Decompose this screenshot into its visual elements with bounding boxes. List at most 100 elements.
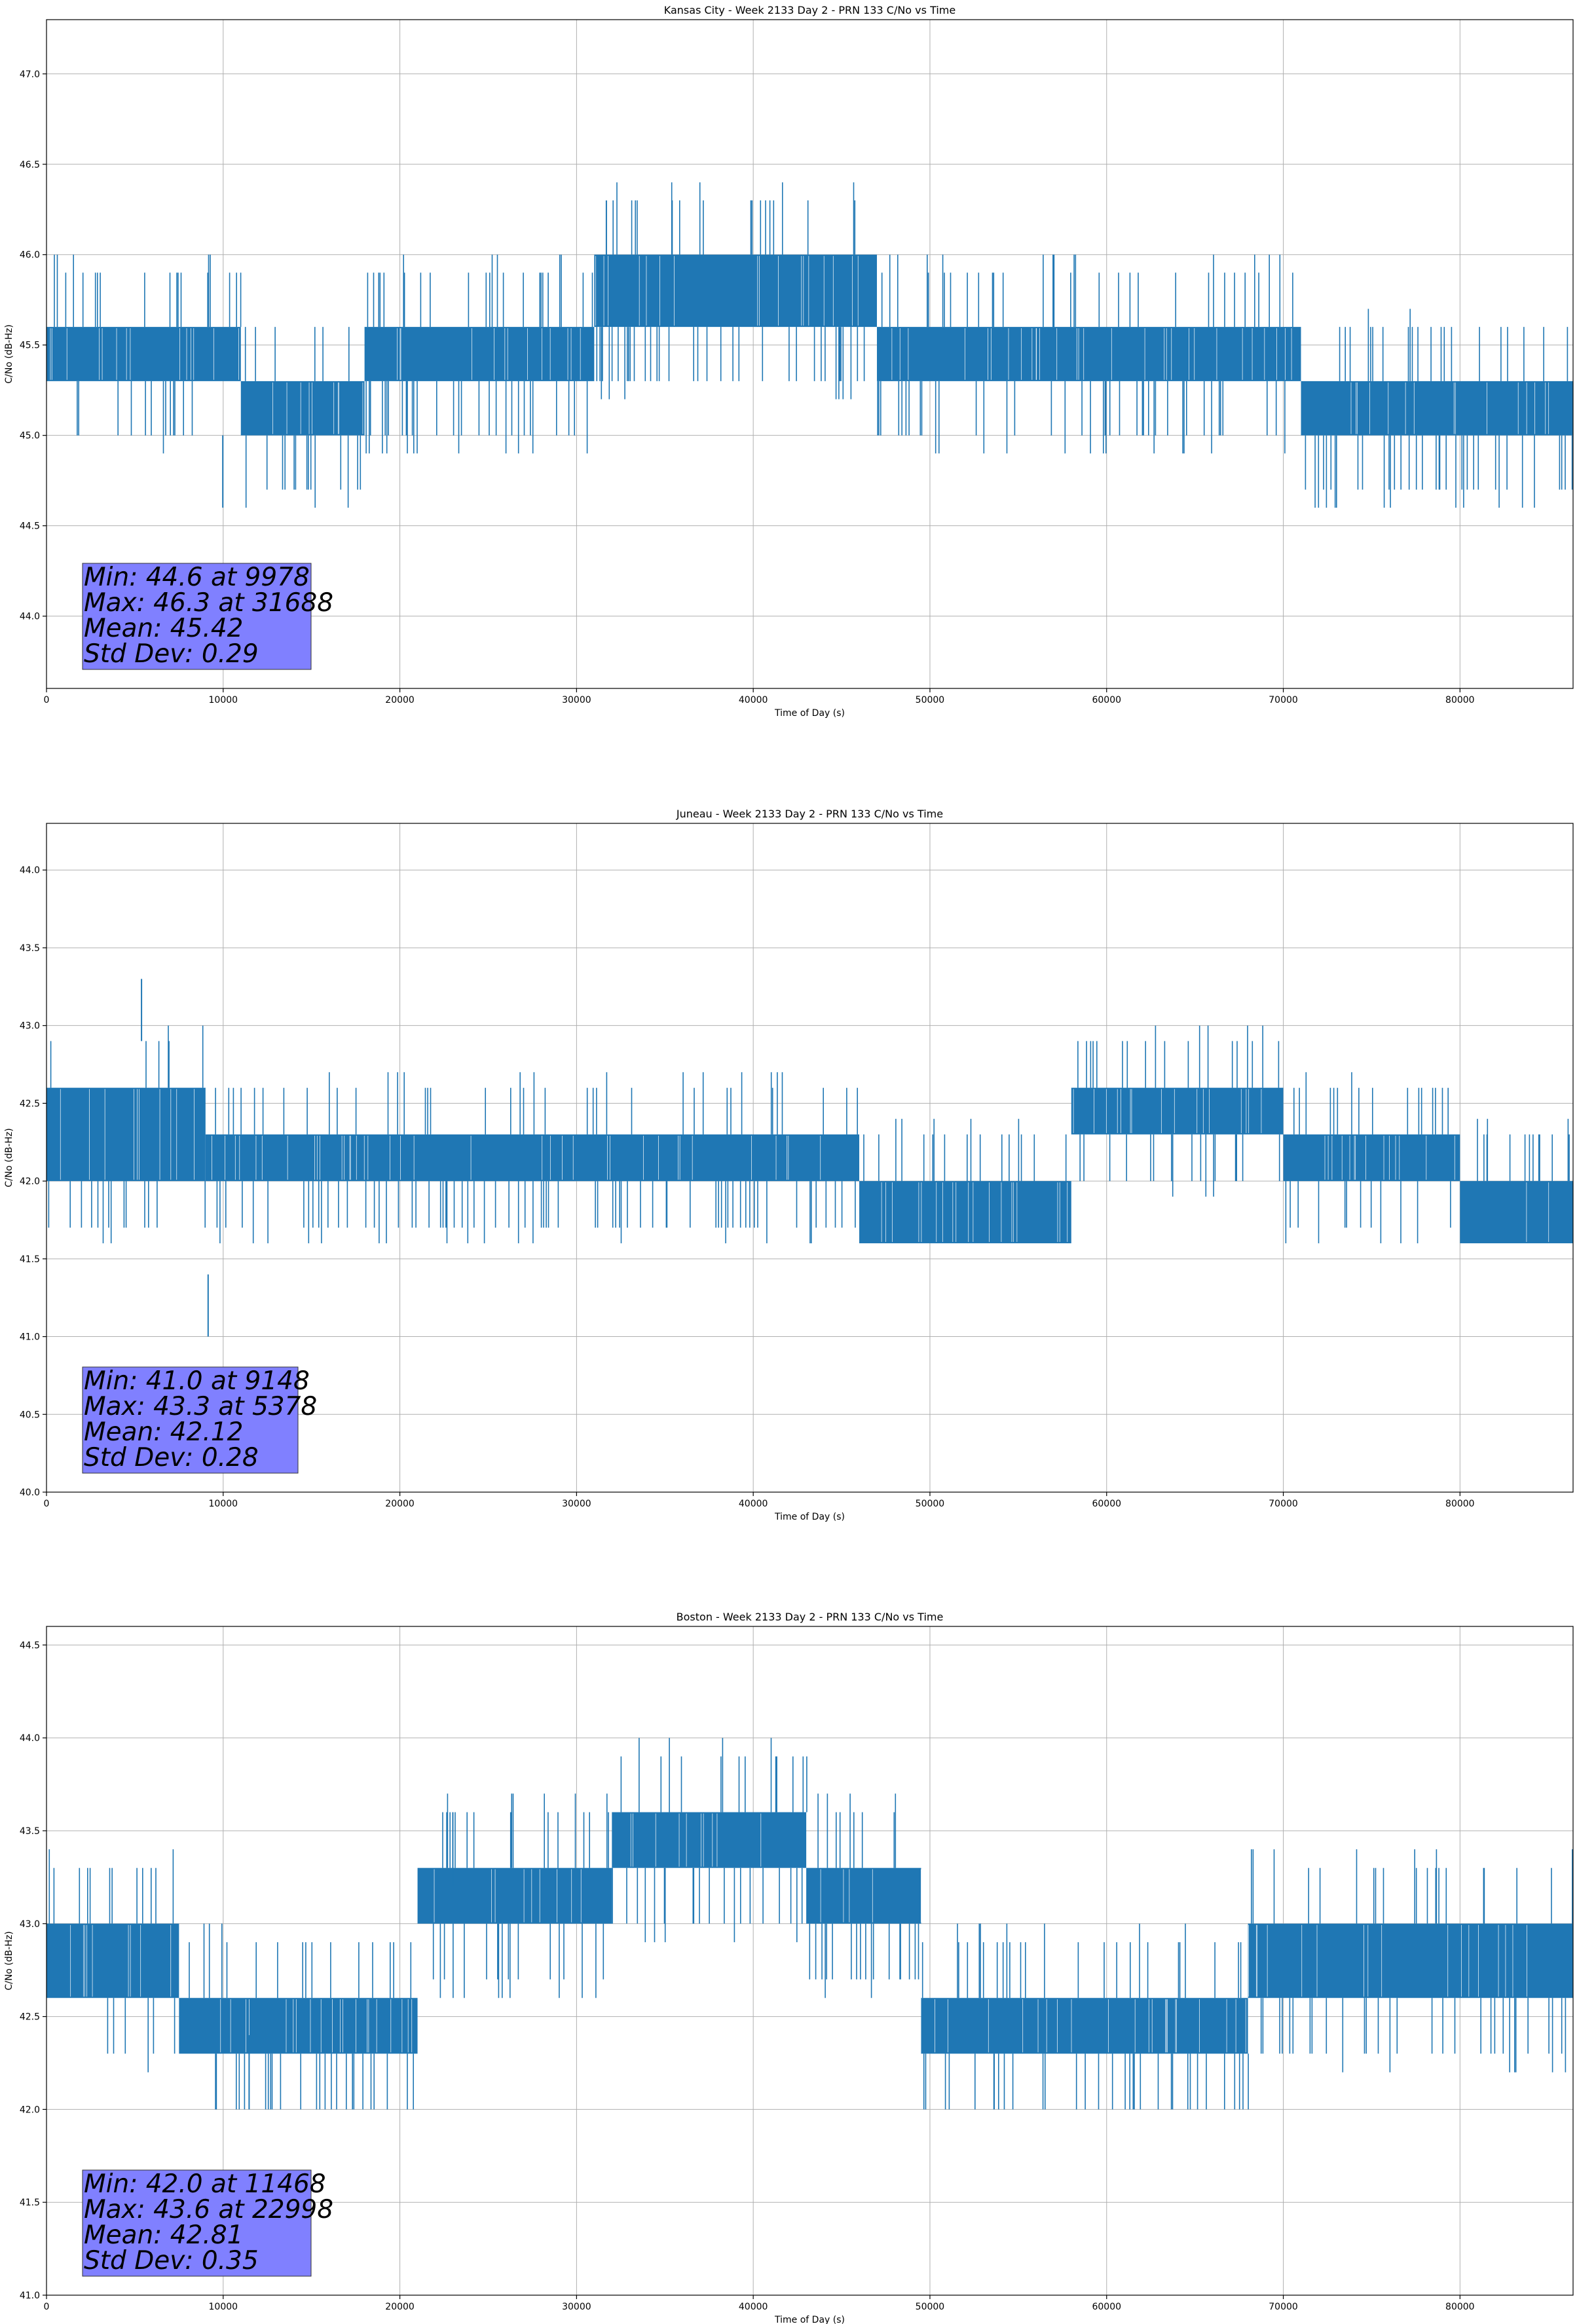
data-band <box>806 1867 921 1924</box>
x-axis-label: Time of Day (s) <box>774 708 845 719</box>
y-axis: 40.0 40.5 41.0 41.5 42.0 42.5 43.0 43.5 44.0 C/No… <box>4 865 46 1498</box>
data-spikes <box>48 1738 1573 2110</box>
y-tick-label: 41.5 <box>20 2198 40 2208</box>
data-band <box>1301 381 1573 436</box>
y-tick-label: 46.0 <box>20 250 40 261</box>
x-tick-label: 60000 <box>1092 2302 1121 2312</box>
y-tick-label: 42.5 <box>20 2012 40 2023</box>
axes-frame <box>46 1626 1574 2296</box>
y-tick-label: 43.5 <box>20 1826 40 1837</box>
x-tick-label: 10000 <box>209 695 238 705</box>
x-tick-label: 40000 <box>739 1499 768 1509</box>
x-tick-label: 0 <box>44 2302 50 2312</box>
x-tick-label: 80000 <box>1445 2302 1475 2312</box>
x-tick-label: 80000 <box>1445 1499 1475 1509</box>
x-tick-label: 20000 <box>385 1499 415 1509</box>
data-band <box>612 1812 807 1868</box>
data-band <box>46 1923 179 1998</box>
data-band <box>417 1867 612 1924</box>
x-axis-label: Time of Day (s) <box>774 1512 845 1522</box>
y-tick-label: 43.0 <box>20 1021 40 1032</box>
stats-line: Mean: 45.42 <box>84 614 243 643</box>
y-tick-label: 44.5 <box>20 1640 40 1651</box>
data-band <box>1071 1087 1284 1134</box>
data-spikes <box>54 182 1573 508</box>
x-axis-label: Time of Day (s) <box>774 2315 845 2324</box>
stats-line: Min: 44.6 at 9978 <box>84 563 310 592</box>
stats-box-background <box>82 1366 299 1474</box>
x-tick-label: 80000 <box>1445 695 1475 705</box>
axes-frame <box>46 823 1574 1493</box>
x-tick-label: 50000 <box>916 695 945 705</box>
x-tick-label: 40000 <box>739 695 768 705</box>
x-tick-label: 70000 <box>1269 1499 1298 1509</box>
data-band <box>1248 1923 1573 1998</box>
y-tick-label: 44.5 <box>20 521 40 532</box>
y-tick-label: 40.0 <box>20 1488 40 1498</box>
stats-box-background <box>82 563 312 670</box>
panel-kansas-city: Kansas City - Week 2133 Day 2 - PRN 133 … <box>4 4 1574 719</box>
data-band <box>364 327 595 381</box>
x-tick-label: 60000 <box>1092 1499 1121 1509</box>
y-tick-label: 43.0 <box>20 1919 40 1930</box>
data-band <box>1460 1181 1573 1244</box>
axes-frame <box>46 19 1574 689</box>
stats-line: Mean: 42.81 <box>84 2221 243 2250</box>
y-axis-label: C/No (dB-Hz) <box>4 1931 14 1990</box>
x-tick-label: 40000 <box>739 2302 768 2312</box>
x-tick-label: 30000 <box>562 1499 591 1509</box>
stats-box-background <box>82 2169 312 2277</box>
x-tick-label: 10000 <box>209 1499 238 1509</box>
y-axis: 44.0 44.5 45.0 45.5 46.0 46.5 47.0 C/No (dB-Hz) <box>4 69 46 622</box>
y-axis-label: C/No (dB-Hz) <box>4 324 14 383</box>
x-axis: 0 10000 20000 30000 40000 50000 60000 70000 8000… <box>44 688 1475 719</box>
x-tick-label: 30000 <box>562 2302 591 2312</box>
data-series <box>46 182 1573 508</box>
x-tick-label: 70000 <box>1269 2302 1298 2312</box>
y-tick-label: 42.0 <box>20 1176 40 1187</box>
y-tick-label: 42.0 <box>20 2105 40 2115</box>
stats-line: Min: 41.0 at 9148 <box>84 1366 310 1396</box>
stats-line: Std Dev: 0.28 <box>84 1443 259 1472</box>
data-band <box>921 1998 1248 2054</box>
panel-juneau: Juneau - Week 2133 Day 2 - PRN 133 C/No … <box>4 808 1574 1522</box>
data-band <box>594 254 878 328</box>
stats-line: Min: 42.0 at 11468 <box>84 2169 326 2199</box>
y-axis: 41.0 41.5 42.0 42.5 43.0 43.5 44.0 44.5 C/No (dB… <box>4 1640 46 2301</box>
data-spikes <box>48 1025 1570 1244</box>
chart-title: Juneau - Week 2133 Day 2 - PRN 133 C/No … <box>676 808 943 820</box>
y-tick-label: 45.0 <box>20 431 40 441</box>
y-axis-label: C/No (dB-Hz) <box>4 1128 14 1187</box>
x-tick-label: 0 <box>44 1499 50 1509</box>
y-tick-label: 46.5 <box>20 160 40 170</box>
stats-line: Std Dev: 0.29 <box>84 639 259 669</box>
data-band <box>859 1181 1071 1244</box>
y-tick-label: 44.0 <box>20 1733 40 1744</box>
data-band <box>205 1134 860 1182</box>
data-band <box>179 1998 418 2054</box>
y-tick-label: 41.0 <box>20 1332 40 1343</box>
chart-title: Kansas City - Week 2133 Day 2 - PRN 133 … <box>664 4 955 16</box>
y-tick-label: 44.0 <box>20 612 40 622</box>
data-band <box>1283 1134 1460 1182</box>
stats-line: Max: 43.3 at 5378 <box>84 1392 317 1421</box>
y-tick-label: 47.0 <box>20 69 40 80</box>
x-tick-label: 0 <box>44 695 50 705</box>
x-tick-label: 50000 <box>916 2302 945 2312</box>
data-band <box>240 381 365 436</box>
y-tick-label: 42.5 <box>20 1098 40 1109</box>
x-tick-label: 10000 <box>209 2302 238 2312</box>
data-band <box>46 327 241 381</box>
chart-title: Boston - Week 2133 Day 2 - PRN 133 C/No … <box>677 1611 944 1623</box>
x-tick-label: 50000 <box>916 1499 945 1509</box>
data-series <box>46 1738 1573 2110</box>
y-tick-label: 40.5 <box>20 1410 40 1420</box>
stats-line: Max: 46.3 at 31688 <box>84 588 333 618</box>
y-tick-label: 41.0 <box>20 2291 40 2301</box>
stats-line: Std Dev: 0.35 <box>84 2246 259 2276</box>
data-band <box>46 1087 206 1182</box>
